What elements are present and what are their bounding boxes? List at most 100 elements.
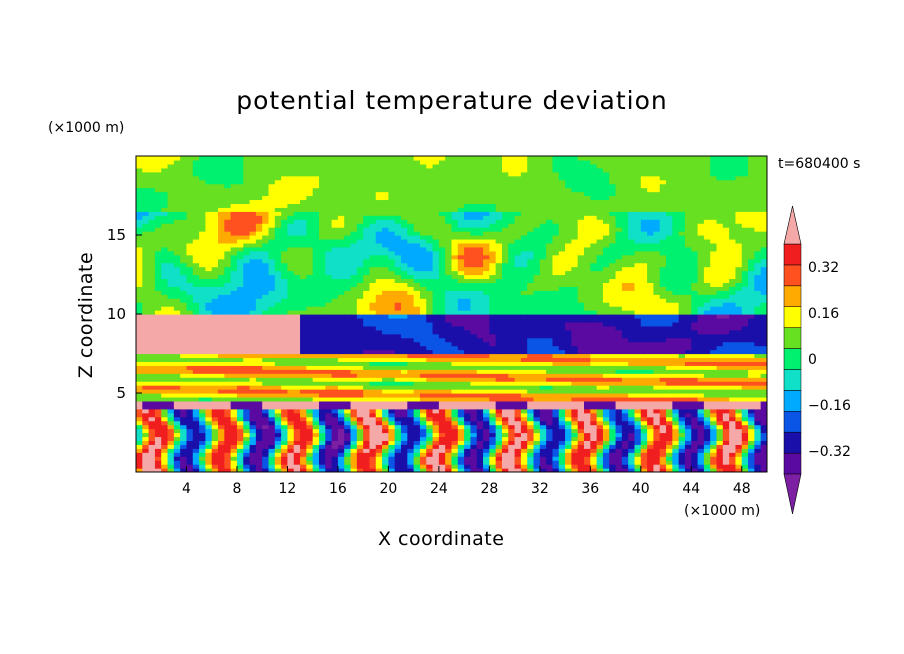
heatmap-cell [350,424,358,430]
heatmap-cell [136,400,143,406]
heatmap-cell [394,385,402,390]
heatmap-cell [255,246,263,252]
heatmap-cell [154,159,162,165]
heatmap-cell [401,171,408,177]
heatmap-cell [369,159,377,165]
heatmap-cell [369,207,377,212]
heatmap-cell [281,377,289,382]
heatmap-cell [173,317,181,323]
heatmap-cell [413,235,421,240]
heatmap-cell [293,396,301,402]
heatmap-cell [382,306,389,311]
heatmap-cell [161,361,169,366]
heatmap-cell [255,156,263,161]
heatmap-cell [274,416,282,422]
heatmap-cell [457,381,465,386]
heatmap-cell [363,227,371,232]
heatmap-cell [167,238,175,244]
heatmap-cell [312,199,320,204]
heatmap-cell [476,424,484,430]
heatmap-cell [394,329,402,335]
heatmap-cell [173,235,181,240]
heatmap-cell [375,329,383,335]
heatmap-cell [300,211,307,216]
heatmap-cell [344,242,352,248]
heatmap-cell [192,219,200,224]
heatmap-cell [205,302,213,307]
heatmap-cell [293,468,301,472]
heatmap-cell [205,337,213,343]
heatmap-cell [186,444,194,449]
heatmap-cell [218,219,225,224]
heatmap-cell [489,171,497,177]
heatmap-cell [508,302,516,307]
heatmap-cell [483,223,490,228]
heatmap-cell [192,317,200,323]
heatmap-cell [186,452,194,457]
heatmap-cell [306,278,314,283]
heatmap-cell [230,341,238,347]
heatmap-cell [520,195,528,201]
heatmap-cell [218,381,225,386]
heatmap-cell [205,286,213,291]
heatmap-cell [470,317,478,323]
heatmap-cell [154,270,162,276]
heatmap-cell [148,432,156,438]
heatmap-cell [407,211,415,216]
heatmap-cell [363,464,371,469]
heatmap-cell [142,428,150,434]
heatmap-cell [205,396,213,402]
heatmap-cell [514,349,522,355]
heatmap-cell [236,393,244,398]
heatmap-cell [382,191,389,197]
heatmap-cell [230,448,238,453]
heatmap-cell [407,171,415,177]
heatmap-cell [306,254,314,260]
heatmap-cell [136,270,143,276]
heatmap-cell [464,175,472,181]
heatmap-cell [180,396,188,402]
heatmap-cell [274,424,282,430]
heatmap-cell [136,195,143,201]
heatmap-cell [375,436,383,441]
heatmap-cell [369,385,377,390]
heatmap-cell [230,452,238,457]
heatmap-cell [445,250,453,256]
heatmap-cell [218,349,225,355]
heatmap-cell [489,396,497,402]
heatmap-cell [457,468,465,472]
heatmap-cell [483,156,490,161]
heatmap-cell [230,353,238,359]
heatmap-cell [419,250,427,256]
heatmap-cell [413,211,421,216]
heatmap-cell [382,456,389,461]
heatmap-cell [419,349,427,355]
heatmap-cell [230,282,238,287]
heatmap-cell [325,159,333,165]
heatmap-cell [224,211,232,216]
heatmap-cell [508,171,516,177]
heatmap-cell [287,428,295,434]
heatmap-cell [388,412,396,418]
heatmap-cell [508,175,516,181]
heatmap-cell [489,274,497,280]
heatmap-cell [211,171,219,177]
heatmap-cell [350,250,358,256]
heatmap-cell [331,432,339,438]
heatmap-cell [432,306,440,311]
heatmap-cell [192,250,200,256]
heatmap-cell [495,460,503,465]
heatmap-cell [426,298,434,303]
heatmap-cell [230,365,238,370]
heatmap-cell [136,223,143,228]
heatmap-cell [211,365,219,370]
heatmap-cell [464,369,472,374]
heatmap-cell [382,349,389,355]
heatmap-cell [337,424,345,430]
heatmap-cell [394,282,402,287]
heatmap-cell [300,159,307,165]
heatmap-cell [375,310,383,315]
heatmap-cell [255,365,263,370]
heatmap-cell [154,294,162,299]
heatmap-cell [218,369,225,374]
